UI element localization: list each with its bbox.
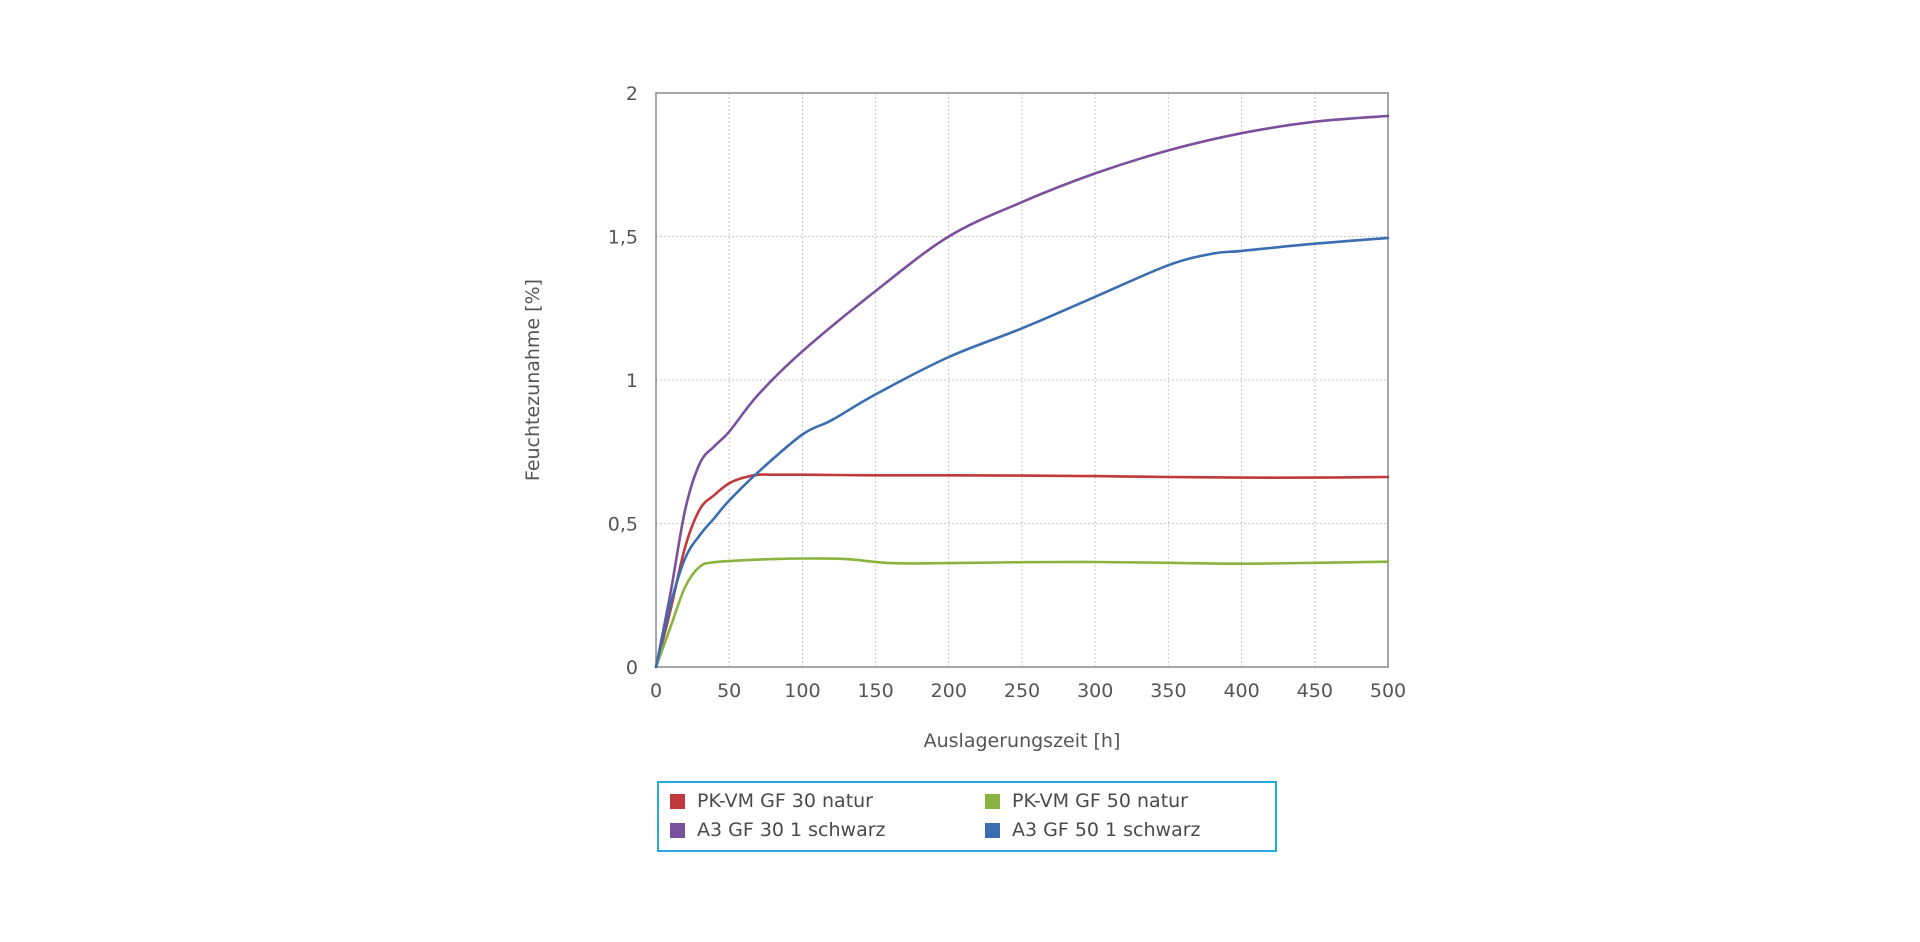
x-tick-label-250: 250	[1004, 680, 1040, 702]
x-tick-label-300: 300	[1077, 680, 1113, 702]
legend-item-pk-vm-gf-50: PK-VM GF 50 natur	[985, 790, 1188, 812]
y-axis-title: Feuchtezunahme [%]	[522, 279, 544, 481]
x-tick-label-50: 50	[717, 680, 741, 702]
x-tick-label-400: 400	[1223, 680, 1259, 702]
legend-item-a3-gf-50: A3 GF 50 1 schwarz	[985, 819, 1201, 841]
legend-swatch-a3-gf-50	[985, 822, 1000, 838]
legend-swatch-pk-vm-gf-50	[985, 793, 1000, 809]
x-tick-label-150: 150	[857, 680, 893, 702]
legend-swatch-pk-vm-gf-30	[670, 793, 685, 809]
series-layer	[654, 114, 1390, 669]
legend-label-a3-gf-50: A3 GF 50 1 schwarz	[1012, 819, 1201, 841]
x-axis-title: Auslagerungszeit [h]	[924, 730, 1121, 752]
grid-lines	[656, 93, 1388, 667]
x-tick-label-350: 350	[1150, 680, 1186, 702]
x-tick-label-100: 100	[784, 680, 820, 702]
series-line-a3-gf-30-1-schwarz	[654, 114, 1390, 669]
x-tick-label-500: 500	[1370, 680, 1406, 702]
legend-item-pk-vm-gf-30: PK-VM GF 30 natur	[670, 790, 873, 812]
legend-label-a3-gf-30: A3 GF 30 1 schwarz	[697, 819, 886, 841]
legend-label-pk-vm-gf-30: PK-VM GF 30 natur	[697, 790, 873, 812]
y-tick-label-0: 0	[626, 657, 638, 679]
y-tick-labels: 0 0,5 1 1,5 2	[608, 83, 638, 679]
y-tick-label-4: 2	[626, 83, 638, 105]
legend-label-pk-vm-gf-50: PK-VM GF 50 natur	[1012, 790, 1188, 812]
x-tick-label-200: 200	[931, 680, 967, 702]
x-tick-label-450: 450	[1297, 680, 1333, 702]
x-tick-labels: 0 50 100 150 200 250 300 350 400 450 500	[650, 680, 1406, 702]
x-tick-label-0: 0	[650, 680, 662, 702]
legend-swatch-a3-gf-30	[670, 822, 685, 838]
legend: PK-VM GF 30 natur PK-VM GF 50 natur A3 G…	[657, 781, 1277, 852]
series-line-pk-vm-gf-50-natur	[654, 557, 1390, 669]
y-tick-label-1: 0,5	[608, 514, 638, 536]
plot-frame	[655, 92, 1389, 668]
series-line-a3-gf-50-1-schwarz	[654, 236, 1390, 669]
legend-item-a3-gf-30: A3 GF 30 1 schwarz	[670, 819, 886, 841]
series-line-pk-vm-gf-30-natur	[654, 473, 1390, 669]
y-tick-label-2: 1	[626, 370, 638, 392]
y-tick-label-3: 1,5	[608, 227, 638, 249]
